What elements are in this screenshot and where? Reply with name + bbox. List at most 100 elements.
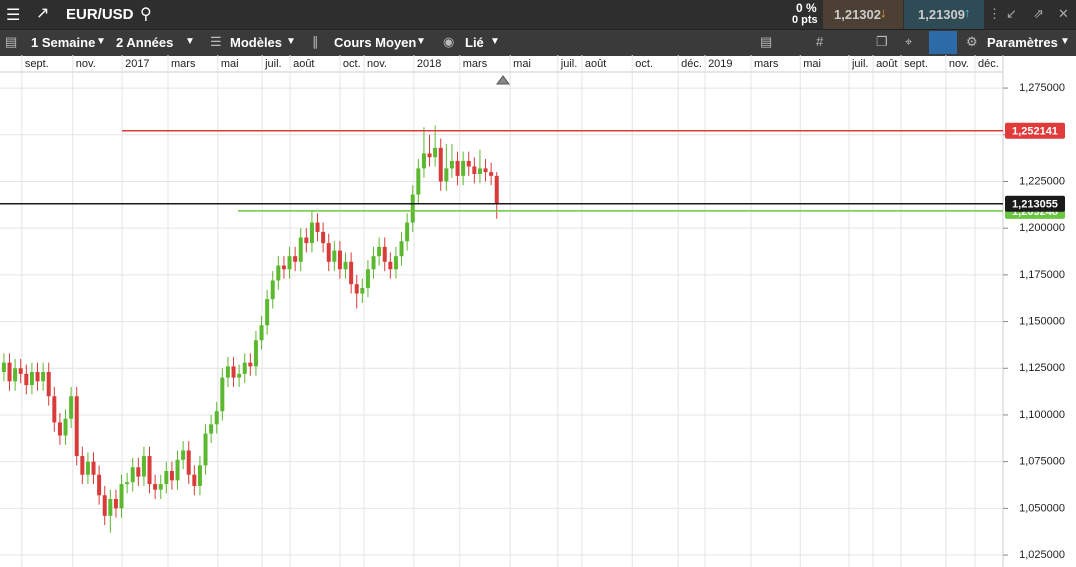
price-tag-label: 1,252141 (1012, 126, 1058, 138)
candle-body (304, 237, 309, 244)
candle-body (125, 482, 130, 485)
link-icon[interactable]: ◉ (443, 34, 455, 49)
x-tick-label: août (585, 58, 606, 70)
price-tag (1005, 122, 1065, 139)
chart-icon[interactable]: ↗ (36, 5, 50, 22)
dropdown-arrow[interactable]: ▼ (490, 36, 500, 47)
shrink-icon[interactable]: ↙ (1006, 6, 1017, 21)
dropdown-arrow[interactable]: ▼ (416, 36, 426, 47)
templates[interactable]: Modèles (230, 35, 283, 50)
settings[interactable]: Paramètres (987, 35, 1058, 50)
price-icon[interactable]: ∥ (312, 34, 319, 49)
y-tick-label: 1,075000 (1019, 456, 1065, 468)
x-tick-label: juil. (264, 58, 282, 70)
settings-icon[interactable]: ⚙ (966, 34, 978, 49)
price-tag-label: 1,213055 (1012, 199, 1058, 211)
buy-button[interactable] (904, 0, 984, 29)
candle-body (293, 256, 298, 262)
candle-body (455, 160, 460, 176)
grid-icon[interactable]: # (816, 34, 824, 49)
x-tick-label: mars (754, 58, 779, 70)
x-tick-label: août (293, 58, 314, 70)
candle-body (343, 261, 348, 270)
x-tick-label: nov. (949, 58, 969, 70)
active-tool[interactable] (929, 31, 957, 54)
tool-icon[interactable]: ▤ (760, 34, 773, 49)
layers-icon[interactable]: ❐ (876, 34, 888, 49)
candle-body (281, 265, 286, 270)
candle-body (483, 168, 488, 173)
candle-body (270, 280, 275, 300)
scroll-icon[interactable]: ⋮ (988, 6, 1001, 21)
y-tick-label: 1,225000 (1019, 175, 1065, 187)
sell-button[interactable] (823, 0, 903, 29)
close-icon[interactable]: ✕ (1058, 6, 1069, 21)
search-icon[interactable]: ⚲ (140, 6, 152, 23)
candle-body (192, 474, 197, 486)
candle-body (108, 499, 113, 516)
candle-body (265, 299, 270, 326)
link[interactable]: Lié (465, 35, 484, 50)
candle-body (287, 256, 292, 270)
x-tick-label: déc. (978, 58, 999, 70)
candle-body (102, 495, 107, 516)
y-tick-label: 1,050000 (1019, 502, 1065, 514)
list-icon[interactable]: ▤ (5, 34, 18, 49)
buy-price[interactable]: 1,21309 (918, 7, 965, 22)
symbol[interactable]: EUR/USD (66, 6, 134, 23)
candle-body (97, 474, 102, 496)
candle-body (158, 484, 163, 490)
candle-body (315, 222, 320, 232)
x-tick-label: août (876, 58, 897, 70)
candle-body (52, 396, 57, 423)
change-pts: 0 pts (792, 14, 818, 26)
x-tick-label: oct. (343, 58, 361, 70)
candle-body (393, 256, 398, 270)
candle-body (29, 371, 34, 386)
candle-body (169, 470, 174, 481)
candle-body (91, 461, 96, 475)
candle-body (181, 450, 186, 460)
x-tick-label: nov. (76, 58, 96, 70)
interval[interactable]: 1 Semaine (31, 35, 96, 50)
buy-arrow: ↑ (964, 5, 971, 20)
candle-body (225, 366, 230, 378)
x-tick-label: sept. (904, 58, 928, 70)
candle-body (421, 153, 426, 169)
range[interactable]: 2 Années (116, 35, 174, 50)
header-bar: ☰ ↗ EUR/USD ⚲ 0 % 0 pts 1,21302 ↓ 1,2130… (0, 0, 1076, 29)
candle-body (1, 362, 6, 372)
sell-price[interactable]: 1,21302 (834, 7, 881, 22)
candle-body (141, 456, 146, 477)
x-tick-label: déc. (681, 58, 702, 70)
price-type[interactable]: Cours Moyen (334, 35, 417, 50)
y-tick-label: 1,100000 (1019, 409, 1065, 421)
dropdown-arrow[interactable]: ▼ (286, 36, 296, 47)
candle-body (354, 284, 359, 294)
templates-icon[interactable]: ☰ (210, 34, 222, 49)
menu-icon[interactable]: ☰ (6, 7, 21, 24)
candle-body (489, 172, 494, 176)
candle-body (321, 231, 326, 244)
x-tick-label: mars (463, 58, 488, 70)
crosshair-icon[interactable]: ⌖ (905, 34, 913, 49)
dropdown-arrow[interactable]: ▼ (185, 36, 195, 47)
candle-body (360, 287, 365, 294)
candle-body (472, 166, 477, 174)
popout-icon[interactable]: ⇗ (1033, 6, 1044, 21)
candle-body (57, 422, 62, 436)
dropdown-arrow[interactable]: ▼ (96, 36, 106, 47)
dropdown-arrow[interactable]: ▼ (1060, 36, 1070, 47)
candle-body (46, 371, 51, 397)
candle-body (220, 377, 225, 412)
candle-body (80, 456, 85, 475)
candle-body (494, 175, 499, 204)
candle-body (410, 194, 415, 223)
candle-body (186, 450, 191, 475)
scroll-marker[interactable] (496, 75, 510, 85)
candle-body (477, 168, 482, 174)
candle-body (24, 373, 29, 386)
candle-body (433, 147, 438, 158)
candle-body (388, 261, 393, 270)
